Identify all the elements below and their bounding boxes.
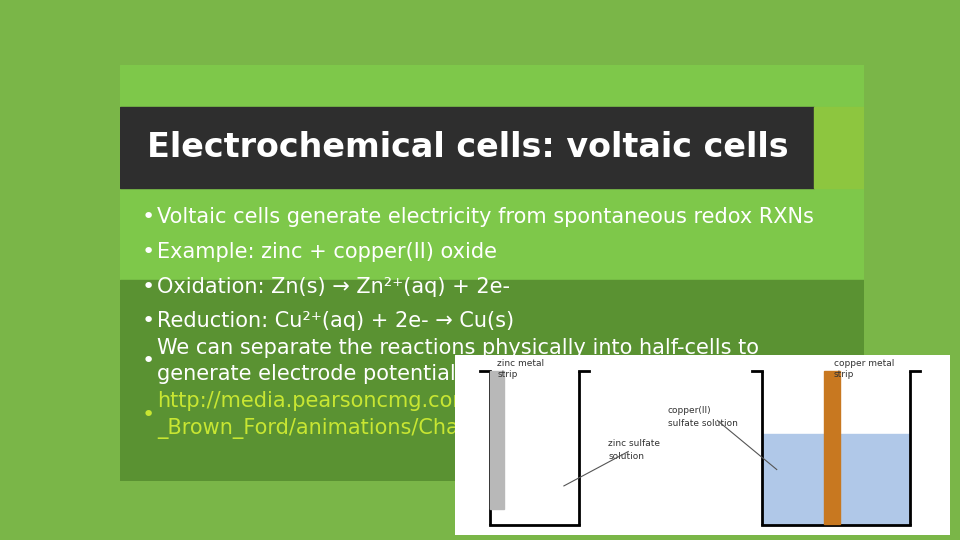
Text: Voltaic cells generate electricity from spontaneous redox RXNs: Voltaic cells generate electricity from … (157, 207, 814, 227)
Text: Oxidation: Zn(s) → Zn²⁺(aq) + 2e-: Oxidation: Zn(s) → Zn²⁺(aq) + 2e- (157, 276, 510, 296)
Text: zinc sulfate: zinc sulfate (609, 439, 660, 448)
Text: zinc metal: zinc metal (497, 359, 544, 368)
Bar (762, 434, 910, 525)
Bar (490, 372, 503, 509)
Text: strip: strip (833, 370, 854, 379)
Bar (120, 65, 864, 280)
Text: •: • (142, 351, 155, 372)
Text: http://media.pearsoncmg.com/int
_Brown_Ford/animations/Chapter9: http://media.pearsoncmg.com/int _Brown_F… (157, 392, 516, 439)
Text: Example: zinc + copper(II) oxide: Example: zinc + copper(II) oxide (157, 242, 497, 262)
Text: solution: solution (609, 452, 644, 461)
Text: •: • (142, 405, 155, 425)
Text: copper metal: copper metal (833, 359, 894, 368)
Bar (824, 372, 840, 524)
Text: •: • (142, 311, 155, 331)
Bar (814, 107, 864, 188)
Text: copper(II): copper(II) (668, 406, 711, 415)
Text: •: • (142, 276, 155, 296)
Text: Reduction: Cu²⁺(aq) + 2e- → Cu(s): Reduction: Cu²⁺(aq) + 2e- → Cu(s) (157, 311, 515, 331)
Text: We can separate the reactions physically into half-cells to
generate electrode p: We can separate the reactions physically… (157, 338, 759, 384)
Text: strip: strip (497, 370, 517, 379)
Text: •: • (142, 242, 155, 262)
Text: sulfate solution: sulfate solution (668, 419, 737, 428)
Text: •: • (142, 207, 155, 227)
Bar (120, 280, 864, 481)
Bar (120, 107, 814, 188)
Text: Electrochemical cells: voltaic cells: Electrochemical cells: voltaic cells (147, 131, 789, 164)
